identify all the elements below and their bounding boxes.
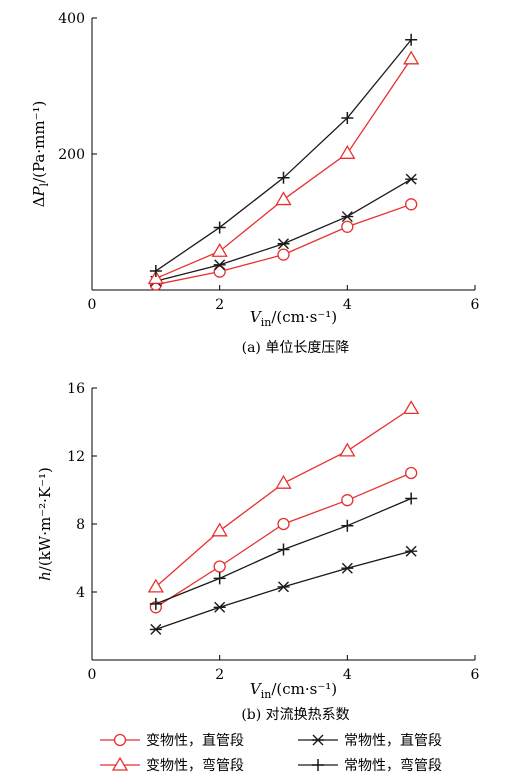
data-point xyxy=(341,494,354,507)
data-point xyxy=(405,492,418,505)
y-axis-title: h/(kW·m⁻²·K⁻¹) xyxy=(36,467,54,581)
y-tick-label: 400 xyxy=(58,11,85,27)
legend-entry: 常物性，弯管段 xyxy=(298,757,442,774)
data-point xyxy=(213,560,226,573)
x-tick-label: 0 xyxy=(88,667,97,683)
data-point xyxy=(339,145,356,159)
legend-label: 常物性，弯管段 xyxy=(344,757,442,774)
y-tick-label: 4 xyxy=(76,585,85,601)
legend-label: 变物性，直管段 xyxy=(146,732,244,749)
data-point xyxy=(213,601,226,613)
y-tick-label: 200 xyxy=(58,147,85,163)
series-plus xyxy=(149,492,418,610)
y-axis-title: ΔPl/(Pa·mm⁻¹) xyxy=(30,101,51,208)
legend-marker xyxy=(111,756,129,771)
series-circle xyxy=(149,198,418,291)
data-point xyxy=(405,545,418,557)
series-asterisk xyxy=(149,173,418,287)
legend-entry: 变物性，直管段 xyxy=(100,732,244,749)
legend-entry: 变物性，弯管段 xyxy=(100,756,244,774)
data-point xyxy=(277,238,290,250)
data-point xyxy=(341,562,354,574)
data-point xyxy=(213,265,226,278)
data-point xyxy=(341,519,354,532)
x-tick-label: 6 xyxy=(471,667,480,683)
x-tick-label: 2 xyxy=(215,667,224,683)
x-tick-label: 4 xyxy=(343,297,352,313)
series-triangle xyxy=(147,400,420,593)
x-tick-label: 4 xyxy=(343,667,352,683)
data-point xyxy=(339,442,356,457)
x-tick-label: 6 xyxy=(471,297,480,313)
chart-panel-b: 0 2 4 6 4 8 12 16 Vin/(cm·s⁻¹) h/(kW·m⁻²·K⁻¹) (b) … xyxy=(36,381,480,723)
series-line xyxy=(155,407,412,588)
data-point xyxy=(149,623,162,635)
data-point xyxy=(149,264,162,277)
data-point xyxy=(149,597,162,610)
series-line xyxy=(155,550,412,631)
panel-caption: (a) 单位长度压降 xyxy=(242,340,350,356)
legend-entry: 常物性，直管段 xyxy=(298,732,442,749)
y-tick-label: 12 xyxy=(67,449,85,465)
data-point xyxy=(405,466,418,480)
data-point xyxy=(277,517,290,531)
y-tick-label: 8 xyxy=(76,517,85,533)
data-point xyxy=(275,474,292,489)
y-tick-label: 16 xyxy=(67,381,85,397)
data-point xyxy=(275,191,292,206)
data-point xyxy=(405,173,418,185)
series-line xyxy=(155,39,412,272)
legend-marker xyxy=(113,733,127,747)
series-asterisk xyxy=(149,545,418,635)
data-point xyxy=(403,50,420,65)
data-point xyxy=(403,400,420,415)
series-plus xyxy=(149,33,418,277)
data-point xyxy=(341,111,354,124)
data-point xyxy=(277,581,290,593)
data-point xyxy=(277,248,290,261)
data-point xyxy=(213,221,226,234)
data-point xyxy=(277,543,290,556)
x-axis-title: Vin/(cm·s⁻¹) xyxy=(250,308,337,329)
data-point xyxy=(277,171,290,184)
data-point xyxy=(405,198,418,211)
data-point xyxy=(211,242,228,257)
data-point xyxy=(213,572,226,585)
data-point xyxy=(147,578,164,593)
legend-marker xyxy=(312,759,324,771)
legend-marker xyxy=(312,734,324,746)
legend-label: 变物性，弯管段 xyxy=(146,757,244,774)
data-point xyxy=(213,259,226,271)
x-tick-label: 2 xyxy=(215,297,224,313)
series-triangle xyxy=(147,50,420,285)
x-tick-label: 0 xyxy=(88,297,97,313)
data-point xyxy=(211,522,228,537)
data-point xyxy=(341,211,354,223)
x-axis-title: Vin/(cm·s⁻¹) xyxy=(250,680,337,701)
chart-panel-a: 0 2 4 6 200 400 Vin/(cm·s⁻¹) ΔPl/(Pa·mm⁻¹) (a) 单… xyxy=(30,11,480,356)
data-point xyxy=(147,270,164,285)
legend-label: 常物性，直管段 xyxy=(344,732,442,749)
data-point xyxy=(405,33,418,46)
panel-caption: (b) 对流换热系数 xyxy=(241,706,349,723)
data-point xyxy=(341,220,354,233)
series-circle xyxy=(149,466,418,614)
